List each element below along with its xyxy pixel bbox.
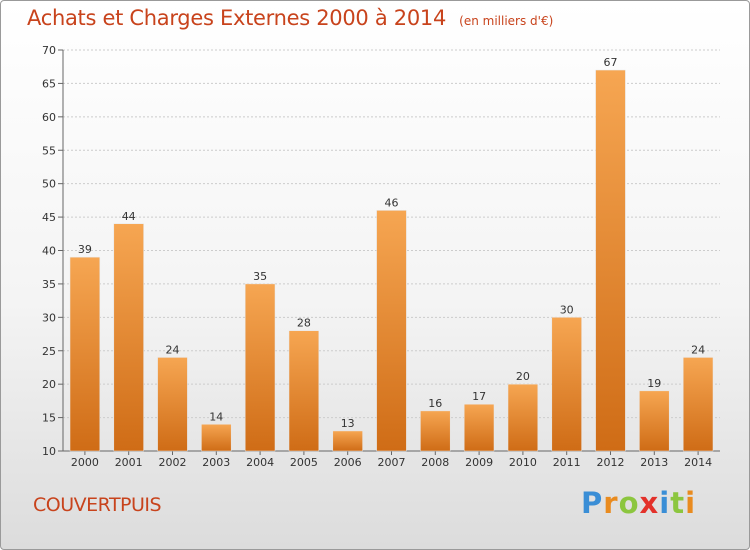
data-label: 35: [253, 270, 267, 283]
logo-letter: r: [603, 486, 619, 520]
bar: [332, 430, 363, 452]
data-label: 14: [209, 410, 223, 423]
data-labels: 39 44 24 14 35 28 13 46 16 17 20 30 67 19 24: [78, 56, 705, 430]
chart-title: Achats et Charges Externes 2000 à 2014: [27, 6, 447, 30]
y-tick-label: 70: [42, 44, 56, 57]
x-tick-label: 2008: [421, 456, 449, 469]
y-tick-label: 60: [42, 111, 56, 124]
y-tick-label: 35: [42, 278, 56, 291]
axes: 10 15 20 25 30 35 40 45 50 55 60 65 70 2000 2001 2002 20…: [42, 44, 720, 469]
x-tick-label: 2006: [334, 456, 362, 469]
data-label: 24: [166, 343, 180, 356]
logo-letter: i: [659, 486, 671, 520]
y-tick-label: 15: [42, 412, 56, 425]
x-tick-label: 2000: [71, 456, 99, 469]
data-label: 67: [604, 56, 618, 69]
bar: [244, 283, 276, 452]
data-label: 30: [560, 303, 574, 316]
data-label: 44: [122, 210, 136, 223]
logo-letter: P: [581, 486, 604, 520]
data-label: 16: [428, 397, 442, 410]
y-tick-label: 55: [42, 144, 56, 157]
bar: [157, 357, 188, 452]
bar: [507, 383, 539, 452]
bar: [113, 223, 144, 452]
bar: [288, 330, 320, 452]
data-label: 24: [691, 343, 705, 356]
proxiti-logo: Proxiti: [581, 486, 696, 520]
x-tick-label: 2011: [553, 456, 581, 469]
x-tick-label: 2009: [465, 456, 493, 469]
y-tick-label: 20: [42, 378, 56, 391]
x-tick-label: 2012: [597, 456, 625, 469]
y-tick-label: 65: [42, 77, 56, 90]
x-tick-label: 2007: [378, 456, 406, 469]
bar: [463, 403, 495, 452]
chart-title-group: Achats et Charges Externes 2000 à 2014 (…: [27, 6, 553, 30]
bar: [639, 390, 670, 452]
data-label: 28: [297, 317, 311, 330]
logo-letter: i: [685, 486, 697, 520]
y-tick-label: 10: [42, 445, 56, 458]
x-tick-label: 2013: [640, 456, 668, 469]
x-tick-label: 2003: [202, 456, 230, 469]
x-tick-label: 2004: [246, 456, 274, 469]
chart-subtitle: (en milliers d'€): [459, 14, 554, 28]
y-tick-label: 30: [42, 311, 56, 324]
bar: [595, 69, 626, 452]
x-tick-label: 2010: [509, 456, 537, 469]
commune-name: COUVERTPUIS: [33, 494, 162, 516]
bar: [201, 424, 232, 452]
y-tick-label: 40: [42, 245, 56, 258]
data-label: 17: [472, 390, 486, 403]
bar: [420, 410, 451, 452]
bar: [551, 317, 582, 452]
x-tick-label: 2001: [115, 456, 143, 469]
bar: [69, 256, 101, 452]
data-label: 19: [647, 377, 661, 390]
data-label: 46: [385, 196, 399, 209]
logo-letter: t: [670, 486, 686, 520]
y-tick-label: 45: [42, 211, 56, 224]
bar: [682, 357, 714, 452]
data-label: 39: [78, 243, 92, 256]
x-tick-label: 2005: [290, 456, 318, 469]
data-label: 20: [516, 370, 530, 383]
logo-letter: o: [618, 486, 640, 520]
logo-letter: x: [639, 486, 660, 520]
bars: [69, 69, 714, 452]
y-tick-label: 25: [42, 345, 56, 358]
x-tick-label: 2002: [159, 456, 187, 469]
x-tick-label: 2014: [684, 456, 712, 469]
bar: [376, 210, 407, 452]
data-label: 13: [341, 417, 355, 430]
y-tick-label: 50: [42, 178, 56, 191]
